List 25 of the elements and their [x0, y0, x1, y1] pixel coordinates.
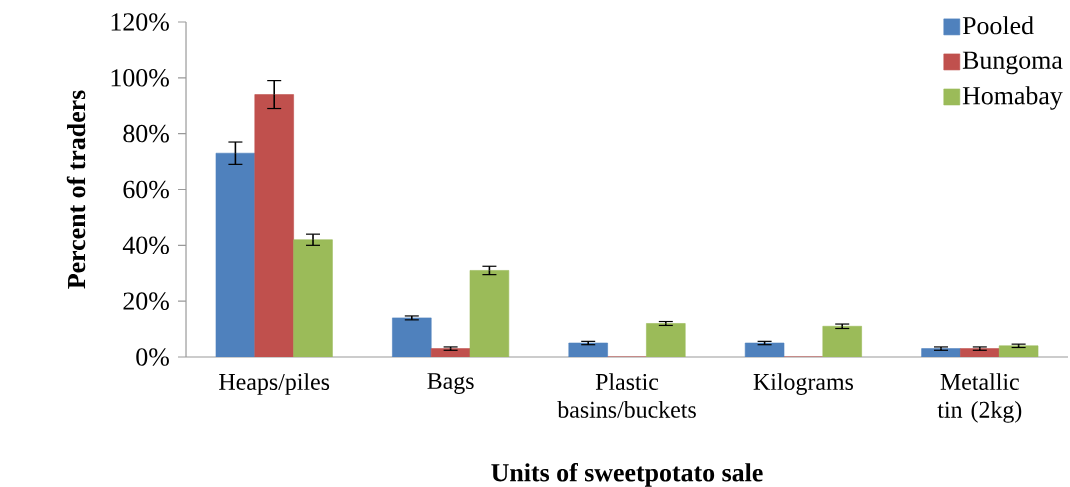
bar: [960, 348, 1000, 357]
bar: [822, 325, 862, 357]
bar: [254, 94, 294, 357]
y-tick-label: 120%: [111, 13, 169, 31]
x-tick-label: Metallic tin (2kg): [937, 373, 1022, 423]
bar: [293, 239, 333, 357]
x-tick-label: Heaps/piles: [219, 373, 330, 395]
x-axis-title: Units of sweetpotato sale: [491, 462, 763, 487]
bar: [998, 345, 1039, 357]
y-tick-label: 100%: [111, 69, 169, 87]
y-tick-label: 20%: [123, 292, 169, 310]
y-tick-label: 40%: [122, 236, 169, 255]
y-tick-label: 80%: [123, 124, 169, 143]
bar: [646, 323, 686, 357]
y-tick-label: 60%: [123, 180, 169, 199]
bar: [430, 348, 471, 357]
x-tick-label: Bags: [427, 373, 474, 394]
bar: [469, 270, 510, 357]
y-axis-title: Percent of traders: [66, 90, 86, 289]
y-tick-label: 0%: [136, 348, 169, 366]
legend-label: Bungoma: [962, 51, 1063, 75]
x-tick-label: Kilograms: [753, 373, 854, 395]
legend-label: Pooled: [962, 16, 1034, 35]
legend-label: Homabay: [962, 86, 1063, 110]
x-tick-label: Plastic basins/buckets: [557, 373, 696, 418]
